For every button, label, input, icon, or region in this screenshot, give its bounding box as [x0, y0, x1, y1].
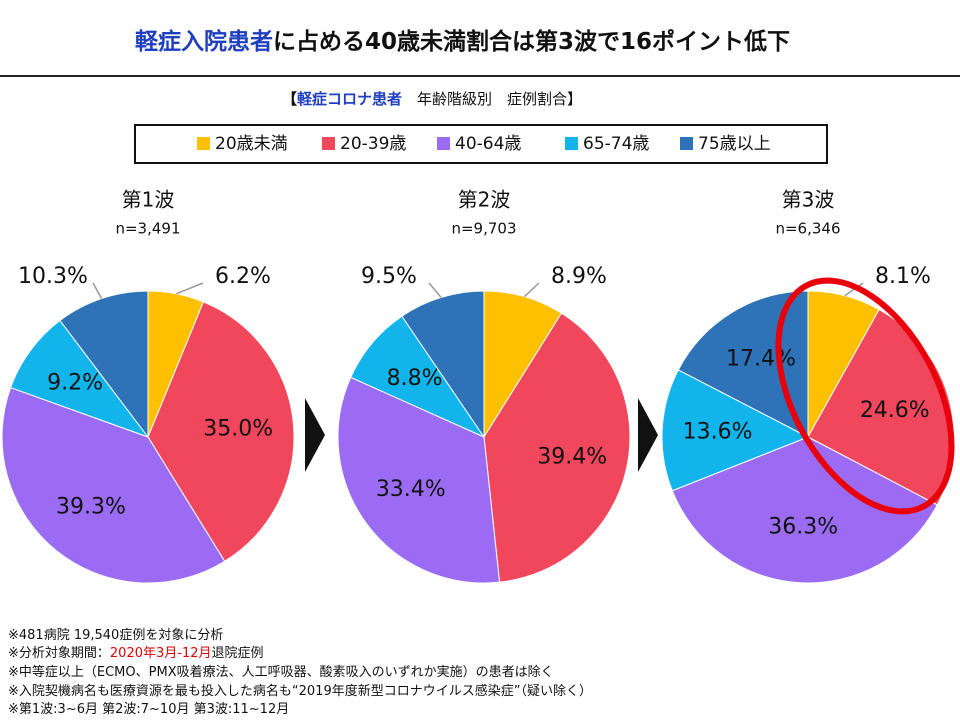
note-text: ※入院契機病名も医療資源を最も投入した病名も“2019年度新型コロナウイルス感染… — [8, 683, 592, 699]
subtitle-part: 年齢階級別 症例割合】 — [402, 90, 582, 108]
value-label: 39.3% — [56, 494, 126, 519]
note: ※入院契機病名も医療資源を最も投入した病名も“2019年度新型コロナウイルス感染… — [8, 683, 592, 699]
leader-line — [175, 282, 204, 295]
pie-slice — [483, 312, 631, 583]
value-label: 6.2% — [215, 264, 271, 289]
value-label: 35.0% — [203, 417, 273, 442]
pie-slice — [401, 290, 485, 439]
pie-subtitle: n=9,703 — [451, 220, 516, 238]
legend-swatch — [680, 137, 693, 150]
value-label: 33.4% — [376, 477, 446, 502]
slide-title: 軽症入院患者に占める40歳未満割合は第3波で16ポイント低下 — [135, 28, 790, 55]
legend-label: 75歳以上 — [698, 134, 771, 154]
legend-swatch — [437, 137, 450, 150]
note-text: ※分析対象期間： — [8, 646, 110, 661]
pie-slice — [147, 301, 295, 562]
legend-box — [134, 124, 828, 164]
subtitle: 【軽症コロナ患者 年齢階級別 症例割合】 — [282, 90, 582, 108]
pie-slice — [671, 436, 938, 584]
note-highlight: 2020年3月-12月 — [110, 646, 212, 661]
legend-swatch — [322, 137, 335, 150]
note: ※分析対象期間：2020年3月-12月退院症例 — [8, 646, 264, 661]
value-label: 13.6% — [683, 419, 753, 444]
subtitle-highlight: 軽症コロナ患者 — [297, 90, 402, 108]
note: ※中等症以上（ECMO、PMX吸着療法、人工呼吸器、酸素吸入のいずれか実施）の患… — [8, 664, 554, 680]
note-text: ※481病院 19,540症例を対象に分析 — [8, 628, 223, 643]
value-label: 9.5% — [361, 264, 417, 289]
legend-label: 20歳未満 — [215, 134, 288, 154]
pie-title: 第3波 — [782, 188, 835, 212]
note: ※481病院 19,540症例を対象に分析 — [8, 628, 223, 643]
notes: ※481病院 19,540症例を対象に分析 ※分析対象期間：2020年3月-12… — [8, 628, 592, 717]
legend-label: 65-74歳 — [583, 134, 649, 154]
subtitle-part: 【 — [282, 90, 297, 108]
pie-slice — [350, 315, 486, 439]
value-label: 8.1% — [875, 264, 931, 289]
pie-slice — [337, 376, 501, 584]
title-rest: に占める40歳未満割合は第3波で16ポイント低下 — [273, 28, 790, 55]
pie-slice — [483, 290, 563, 439]
pie-title: 第2波 — [458, 188, 511, 212]
value-label: 39.4% — [537, 444, 607, 469]
pie-slice — [661, 369, 810, 492]
leader-line — [428, 282, 442, 298]
title-highlight: 軽症入院患者 — [135, 28, 273, 55]
pie-title: 第1波 — [122, 188, 175, 212]
pie-slice — [9, 319, 150, 439]
note: ※第1波:3~6月 第2波:7~10月 第3波:11~12月 — [8, 702, 289, 717]
leader-line — [92, 282, 103, 299]
value-label: 8.9% — [551, 264, 607, 289]
legend-swatch — [565, 137, 578, 150]
legend-label: 40-64歳 — [455, 134, 521, 154]
note-text: 退院症例 — [212, 646, 264, 661]
value-label: 10.3% — [18, 264, 88, 289]
value-label: 8.8% — [387, 366, 443, 391]
highlight-ellipse — [775, 277, 955, 515]
note-text: ※中等症以上（ECMO、PMX吸着療法、人工呼吸器、酸素吸入のいずれか実施）の患… — [8, 664, 554, 680]
value-label: 17.4% — [726, 347, 796, 372]
pie-slice — [59, 290, 149, 439]
legend-swatch — [197, 137, 210, 150]
arrow — [305, 398, 325, 472]
value-label: 9.2% — [47, 370, 103, 395]
note-text: ※第1波:3~6月 第2波:7~10月 第3波:11~12月 — [8, 702, 289, 717]
pie-subtitle: n=6,346 — [775, 220, 840, 238]
leader-line — [523, 282, 540, 298]
value-label: 24.6% — [860, 398, 930, 423]
pie-slice — [1, 386, 226, 584]
legend-label: 20-39歳 — [340, 134, 406, 154]
pie-subtitle: n=3,491 — [115, 220, 180, 238]
arrow — [638, 398, 658, 472]
value-label: 36.3% — [768, 514, 838, 539]
